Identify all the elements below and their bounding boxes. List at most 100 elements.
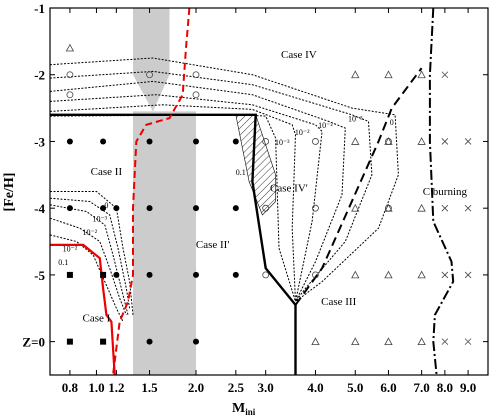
marker-cross-3 <box>441 204 449 212</box>
marker-filled-square-2 <box>66 338 73 345</box>
marker-open-triangle-2 <box>384 70 393 79</box>
marker-open-circle-0 <box>66 71 74 79</box>
marker-open-circle-4 <box>192 91 200 99</box>
marker-cross-5 <box>441 271 449 279</box>
marker-open-triangle-12 <box>417 270 426 279</box>
marker-filled-circle-14 <box>232 271 239 278</box>
contour-label-3: 10⁻² <box>63 245 78 254</box>
y-tick-label-0: -1 <box>34 1 45 16</box>
marker-open-triangle-9 <box>417 203 426 212</box>
contour-case-iv-2 <box>49 80 346 302</box>
plot-frame <box>49 7 489 376</box>
region-label-4: Case IV <box>281 49 317 61</box>
marker-filled-circle-1 <box>100 138 107 145</box>
y-tick-label-5: Z=0 <box>22 335 45 350</box>
contour-label-4: 0.1 <box>58 258 68 267</box>
x-tick-label-3: 1.5 <box>141 380 158 395</box>
marker-open-triangle-4 <box>351 137 360 145</box>
contour-case-ii-3 <box>49 217 127 316</box>
marker-open-circle-8 <box>312 204 319 212</box>
x-tick-label-8: 5.0 <box>347 380 363 395</box>
marker-filled-circle-4 <box>232 138 239 145</box>
marks-layer <box>65 43 472 346</box>
x-tick-label-1: 1.0 <box>88 380 104 395</box>
boundary-black-dashed <box>294 67 423 306</box>
contour-case-iv-3 <box>49 94 323 302</box>
contour-label-0: 0 <box>104 201 108 210</box>
boundary-red-solid <box>50 243 116 376</box>
region-label-0: Case I <box>83 313 111 325</box>
marker-filled-circle-9 <box>193 205 199 212</box>
marker-filled-circle-10 <box>232 205 239 212</box>
contour-case-ii-2 <box>49 204 129 316</box>
marker-filled-circle-0 <box>66 138 73 145</box>
region-label-2: Case II' <box>196 239 229 251</box>
marker-open-circle-9 <box>385 204 392 212</box>
x-tick-label-7: 4.0 <box>307 380 323 395</box>
x-tick-label-4: 2.0 <box>188 380 204 395</box>
marker-open-triangle-11 <box>384 270 393 279</box>
marker-open-circle-7 <box>262 204 270 212</box>
x-tick-label-10: 7.0 <box>414 380 430 395</box>
marker-open-circle-1 <box>66 91 74 99</box>
contour-label-1: 10⁻³ <box>92 215 107 224</box>
contour-label-7: 10⁻² <box>295 128 310 137</box>
region-label-3: Case III <box>321 296 356 308</box>
x-axis-label: Mini <box>232 401 256 417</box>
marker-open-triangle-7 <box>351 203 360 212</box>
boundary-dash-dot <box>428 7 455 376</box>
marker-cross-0 <box>441 71 449 79</box>
marker-open-triangle-13 <box>311 337 320 346</box>
marker-filled-circle-2 <box>146 138 153 145</box>
region-label-1: Case II <box>91 166 123 178</box>
marker-open-circle-11 <box>312 271 319 279</box>
x-tick-label-6: 3.0 <box>258 380 274 395</box>
marker-cross-8 <box>464 338 472 345</box>
marker-filled-square-0 <box>66 271 73 278</box>
marker-filled-square-1 <box>100 271 107 278</box>
marker-open-circle-12 <box>385 138 392 145</box>
marker-filled-circle-8 <box>146 205 153 212</box>
marker-filled-circle-5 <box>66 205 73 212</box>
marker-open-circle-3 <box>192 71 200 79</box>
contour-case-ii-0 <box>50 191 134 315</box>
region-label-6: C burning <box>423 186 468 198</box>
y-axis-label: [Fe/H] <box>2 173 17 212</box>
y-tick-label-2: -3 <box>34 134 45 149</box>
marker-open-circle-2 <box>146 71 153 79</box>
marker-open-triangle-15 <box>384 337 393 346</box>
contour-label-8: 10⁻² <box>318 121 333 130</box>
contour-case-iv-1 <box>49 70 373 302</box>
marker-cross-4 <box>464 204 472 212</box>
grey-band <box>133 8 196 375</box>
x-tick-label-2: 1.2 <box>108 380 124 395</box>
y-tick-label-4: -5 <box>34 268 45 283</box>
marker-open-triangle-1 <box>351 70 360 79</box>
contour-case-iv-5 <box>49 114 296 302</box>
contour-label-9: 10⁻³ <box>348 114 363 123</box>
x-tick-label-11: 8.0 <box>437 380 453 395</box>
contour-label-5: 0.1 <box>236 168 246 177</box>
x-tick-label-12: 9.0 <box>460 380 476 395</box>
x-tick-label-0: 0.8 <box>62 380 79 395</box>
y-tick-label-3: -4 <box>34 201 45 216</box>
marker-cross-1 <box>441 138 449 145</box>
marker-open-circle-6 <box>312 138 319 145</box>
marker-filled-circle-15 <box>146 338 153 345</box>
marker-filled-circle-13 <box>193 271 199 278</box>
ticks-layer: 0.8 1.0 1.2 1.5 2.0 2.5 3.0 4.0 5.0 6.0 7.0 8.0 9.0 -… <box>22 1 488 395</box>
contour-case-ii-1 <box>49 197 131 309</box>
x-tick-label-9: 6.0 <box>380 380 396 395</box>
marker-filled-circle-11 <box>113 271 120 278</box>
lines-layer <box>49 7 455 376</box>
marker-filled-circle-16 <box>193 338 199 345</box>
contour-label-10: 0 <box>390 118 394 127</box>
boundary-red-dashed <box>112 7 191 376</box>
marker-filled-circle-7 <box>113 205 120 212</box>
marker-open-triangle-14 <box>351 337 360 346</box>
marker-open-triangle-10 <box>351 270 360 279</box>
marker-cross-6 <box>464 271 472 279</box>
labels-layer: Case I Case II Case II' Case III Case IV Case… <box>58 49 467 325</box>
region-label-5: Case IV' <box>270 183 308 195</box>
